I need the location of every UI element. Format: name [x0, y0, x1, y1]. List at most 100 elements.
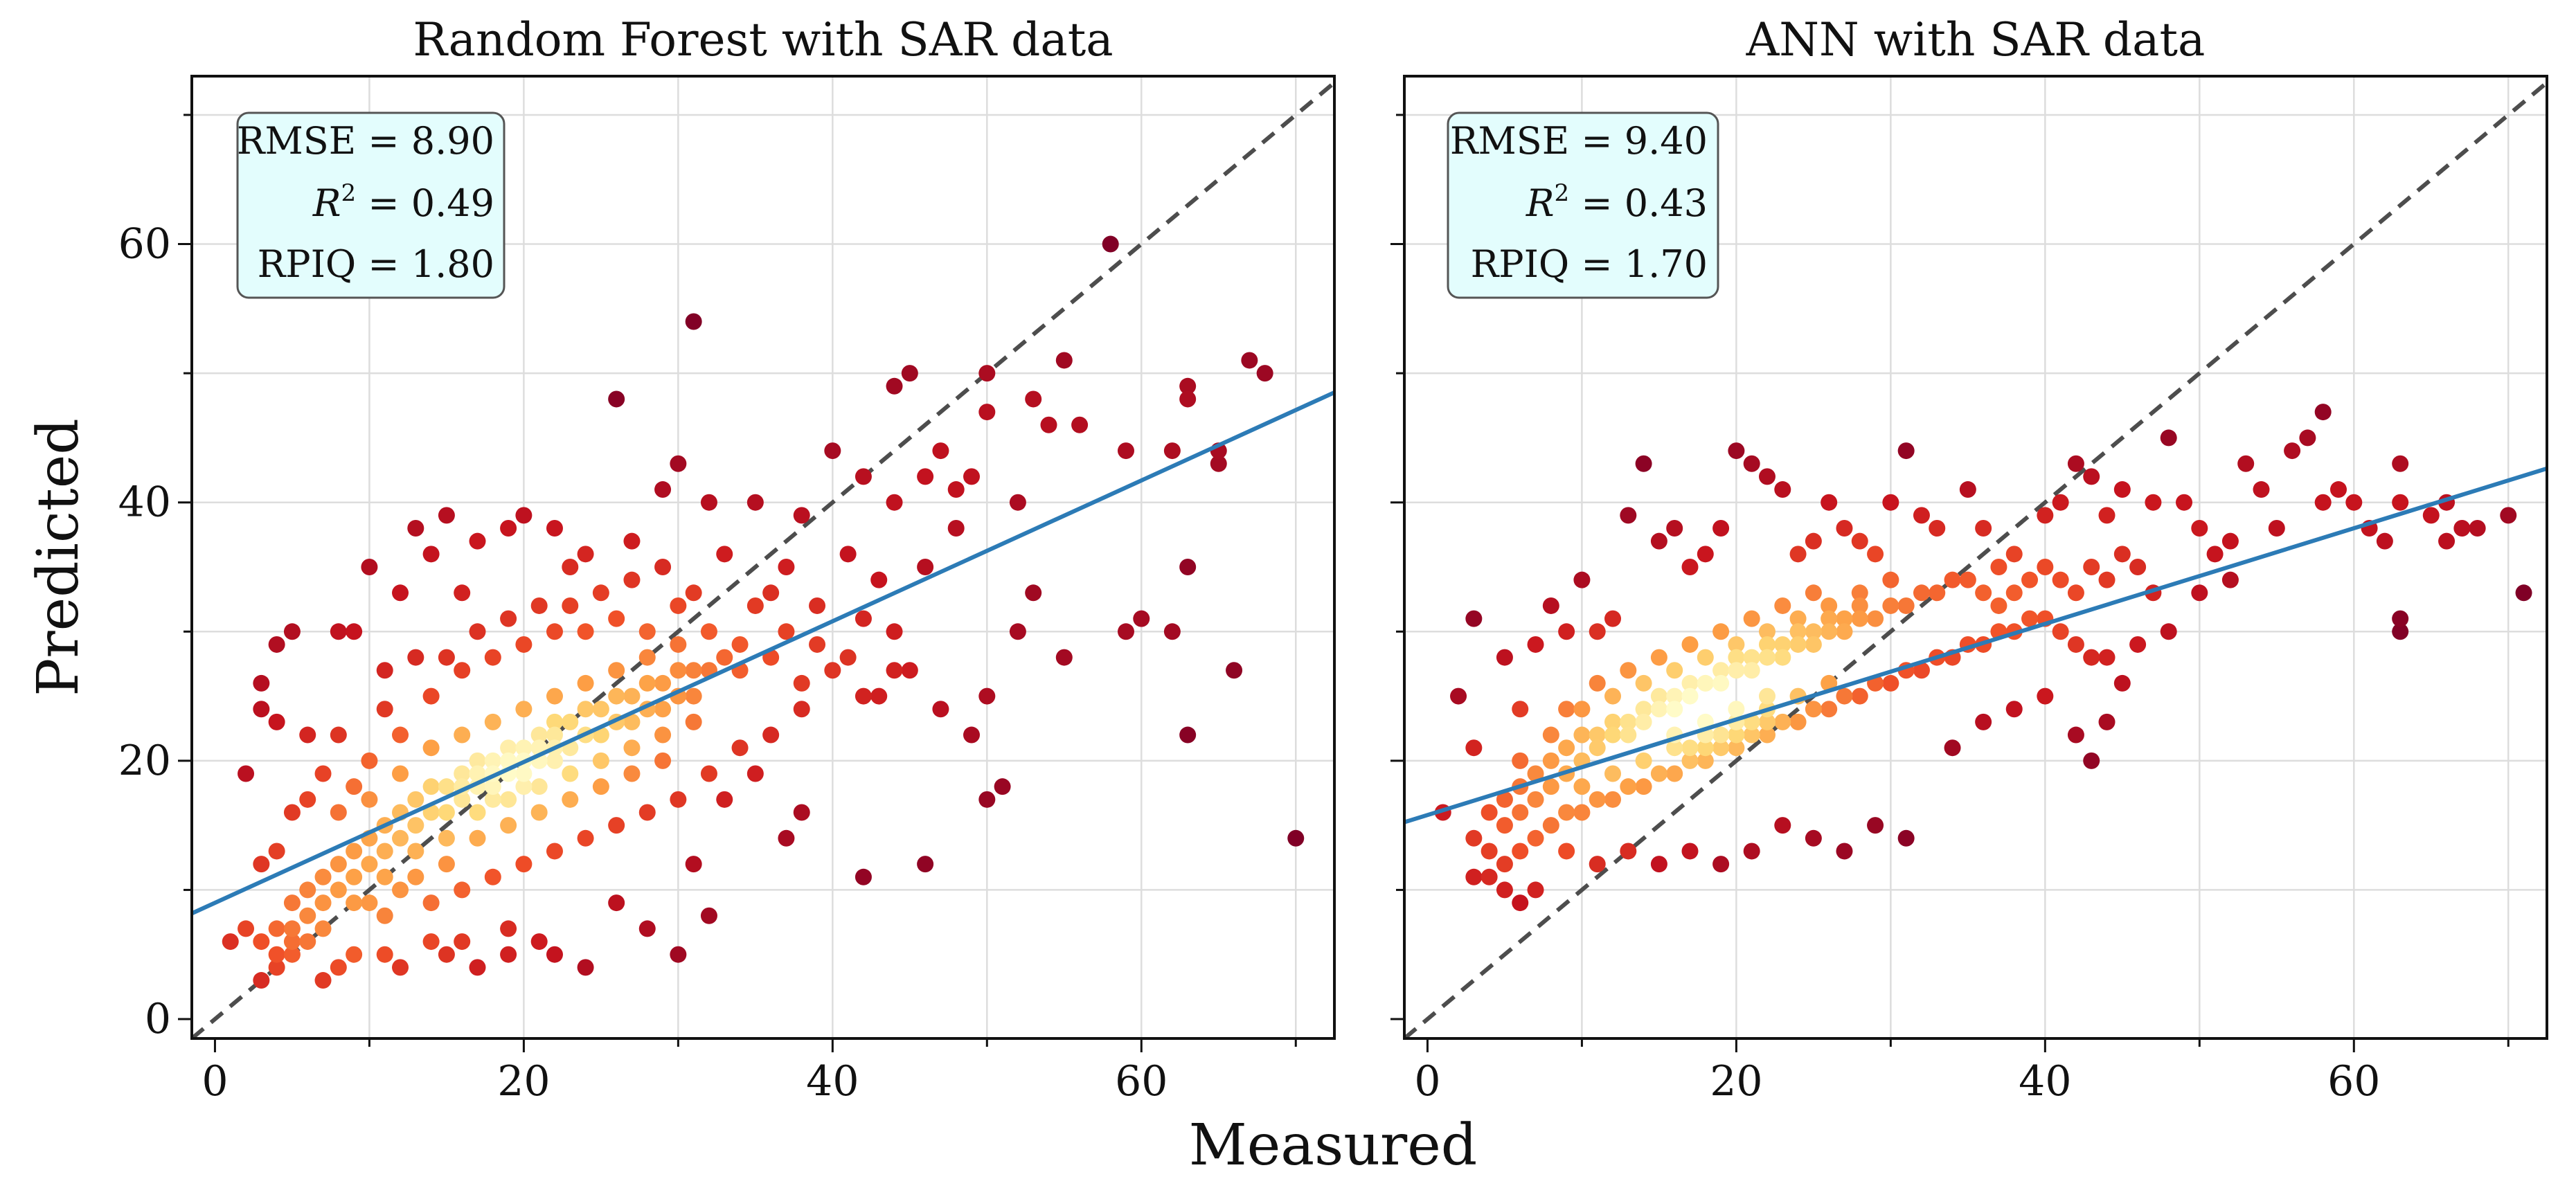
y-tick-label: 20	[118, 737, 171, 785]
scatter-point	[1743, 662, 1760, 679]
scatter-point	[562, 597, 579, 614]
scatter-point	[1681, 739, 1699, 757]
scatter-point	[1210, 455, 1227, 472]
scatter-point	[1635, 713, 1652, 730]
scatter-point	[2052, 571, 2069, 588]
scatter-point	[330, 856, 347, 873]
scatter-point	[2052, 494, 2069, 511]
scatter-point	[2268, 520, 2285, 537]
scatter-point	[2160, 429, 2177, 447]
scatter-point	[2206, 546, 2224, 563]
scatter-point	[346, 868, 363, 885]
stats-box-background	[1447, 111, 1719, 299]
scatter-point	[762, 584, 780, 602]
scatter-point	[1789, 713, 1807, 730]
scatter-point	[484, 778, 501, 795]
scatter-point	[283, 894, 301, 912]
scatter-point	[2113, 674, 2131, 692]
scatter-point	[407, 843, 424, 860]
scatter-point	[2067, 636, 2084, 653]
scatter-point	[1959, 571, 1976, 588]
scatter-point	[469, 959, 486, 976]
scatter-point	[376, 701, 393, 718]
scatter-point	[1758, 726, 1776, 744]
scatter-point	[253, 674, 270, 692]
scatter-point	[855, 468, 872, 485]
scatter-point	[793, 507, 810, 524]
scatter-point	[515, 701, 533, 718]
scatter-point	[1465, 829, 1483, 847]
scatter-point	[839, 649, 857, 666]
scatter-point	[346, 843, 363, 860]
scatter-point	[685, 584, 702, 602]
scatter-point	[623, 571, 641, 588]
scatter-point	[268, 843, 285, 860]
scatter-point	[562, 791, 579, 808]
rpiq-value: 1.70	[1625, 242, 1708, 286]
scatter-point	[1604, 765, 1622, 782]
scatter-point	[346, 946, 363, 963]
scatter-point	[1712, 662, 1730, 679]
scatter-point	[1697, 739, 1714, 757]
scatter-point	[1681, 558, 1699, 575]
scatter-point	[546, 752, 563, 769]
scatter-point	[500, 520, 517, 537]
scatter-point	[1697, 752, 1714, 769]
scatter-point	[546, 713, 563, 730]
scatter-point	[1851, 584, 1868, 602]
scatter-point	[283, 933, 301, 951]
scatter-point	[1620, 778, 1637, 795]
scatter-point	[1836, 520, 1853, 537]
scatter-point	[1697, 546, 1714, 563]
scatter-point	[1743, 649, 1760, 666]
scatter-point	[1758, 713, 1776, 730]
scatter-point	[978, 365, 996, 382]
scatter-point	[392, 881, 409, 899]
scatter-point	[2237, 455, 2255, 472]
scatter-point	[268, 636, 285, 653]
scatter-point	[2160, 623, 2177, 640]
scatter-point	[1512, 701, 1529, 718]
scatter-point	[1836, 623, 1853, 640]
scatter-point	[253, 933, 270, 951]
scatter-point	[253, 701, 270, 718]
scatter-point	[1789, 546, 1807, 563]
scatter-point	[1666, 739, 1683, 757]
scatter-point	[2392, 623, 2409, 640]
scatter-point	[1882, 571, 1899, 588]
scatter-point	[376, 662, 393, 679]
scatter-point	[422, 546, 440, 563]
scatter-point	[1465, 739, 1483, 757]
scatter-point	[1620, 843, 1637, 860]
chart-title: Random Forest with SAR data	[413, 13, 1113, 66]
scatter-point	[1975, 584, 1992, 602]
scatter-point	[978, 791, 996, 808]
scatter-point	[2191, 584, 2208, 602]
scatter-point	[1882, 674, 1899, 692]
scatter-point	[1789, 610, 1807, 627]
scatter-point	[731, 636, 749, 653]
scatter-point	[1450, 687, 1467, 705]
scatter-point	[1573, 571, 1591, 588]
scatter-point	[1558, 623, 1575, 640]
scatter-point	[2453, 520, 2471, 537]
scatter-point	[1650, 649, 1667, 666]
scatter-point	[314, 765, 332, 782]
scatter-point	[654, 674, 672, 692]
scatter-point	[1620, 713, 1637, 730]
scatter-point	[608, 817, 625, 834]
scatter-point	[2329, 481, 2347, 498]
scatter-point	[1481, 804, 1498, 821]
scatter-point	[793, 804, 810, 821]
scatter-point	[1604, 726, 1622, 744]
scatter-point	[1481, 868, 1498, 885]
rmse-label: RMSE	[237, 119, 356, 163]
scatter-point	[1758, 649, 1776, 666]
scatter-point	[1913, 662, 1930, 679]
scatter-point	[685, 687, 702, 705]
scatter-point	[1681, 687, 1699, 705]
scatter-point	[1512, 843, 1529, 860]
scatter-point	[2392, 494, 2409, 511]
scatter-point	[2392, 610, 2409, 627]
regression-line	[1404, 466, 2547, 825]
